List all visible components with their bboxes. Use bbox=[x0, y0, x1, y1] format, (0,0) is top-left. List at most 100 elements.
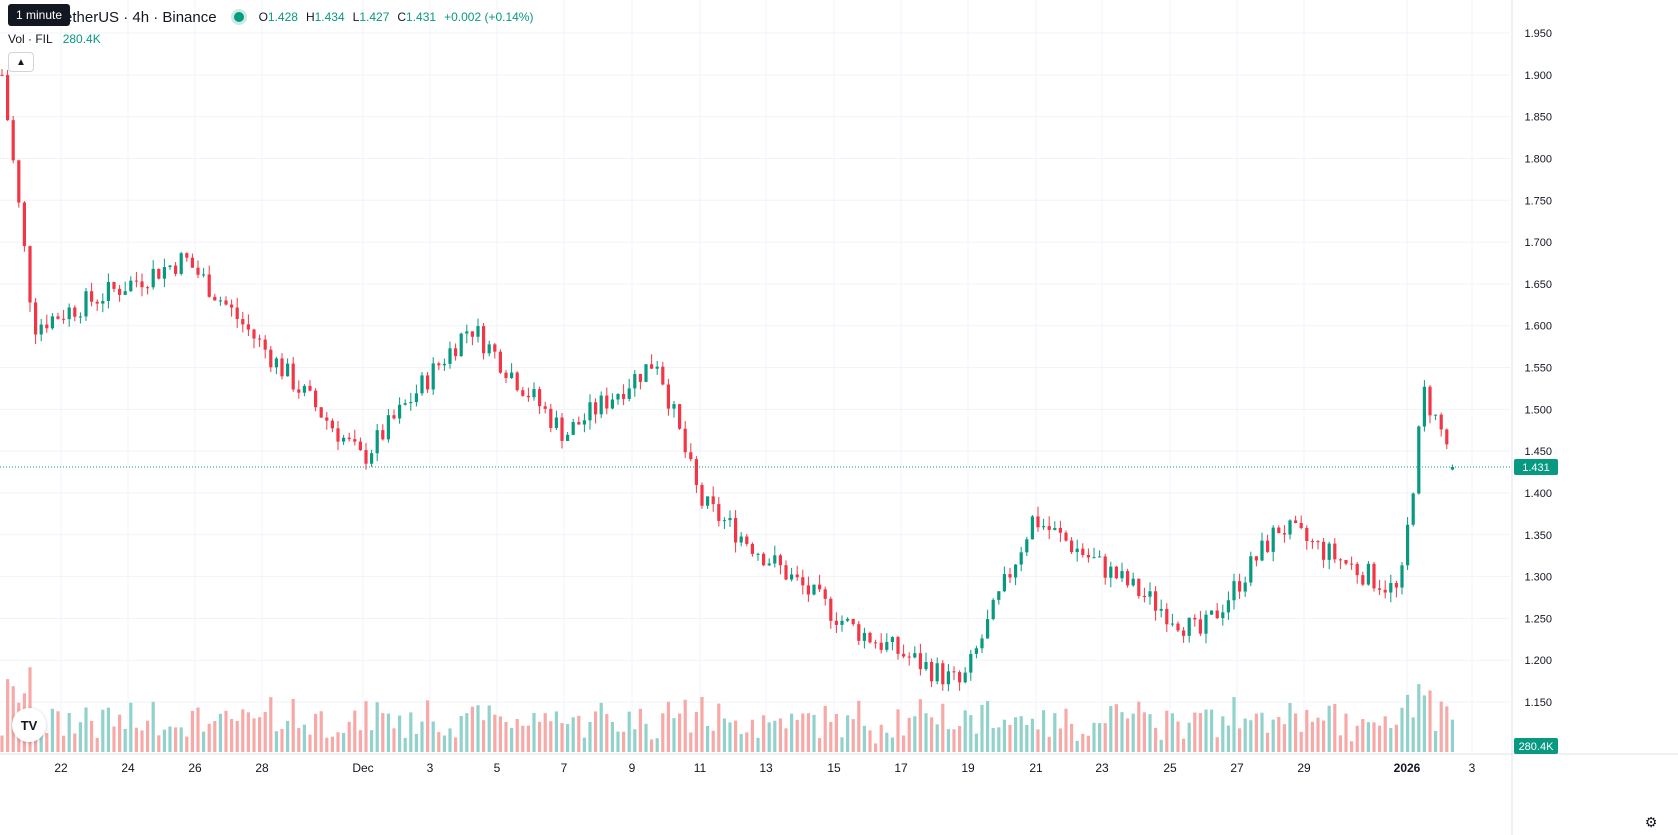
candle-body[interactable] bbox=[168, 265, 172, 267]
candle-body[interactable] bbox=[857, 624, 861, 641]
candle-body[interactable] bbox=[1266, 540, 1270, 552]
candle-body[interactable] bbox=[442, 363, 446, 366]
candle-body[interactable] bbox=[1316, 541, 1320, 543]
candle-body[interactable] bbox=[834, 620, 838, 625]
candle-body[interactable] bbox=[84, 291, 88, 317]
candle-body[interactable] bbox=[577, 422, 581, 425]
tradingview-logo-icon[interactable]: TV bbox=[12, 708, 46, 742]
candle-body[interactable] bbox=[599, 395, 603, 415]
candle-body[interactable] bbox=[330, 420, 334, 429]
candle-body[interactable] bbox=[1378, 588, 1382, 590]
candle-body[interactable] bbox=[711, 496, 715, 505]
candle-body[interactable] bbox=[246, 324, 250, 330]
candle-body[interactable] bbox=[739, 536, 743, 543]
candle-body[interactable] bbox=[280, 358, 284, 377]
candle-body[interactable] bbox=[946, 671, 950, 685]
candle-body[interactable] bbox=[683, 428, 687, 453]
candle-body[interactable] bbox=[325, 417, 329, 421]
candle-body[interactable] bbox=[918, 653, 922, 670]
candle-body[interactable] bbox=[358, 441, 362, 451]
candle-body[interactable] bbox=[1131, 578, 1135, 586]
candle-body[interactable] bbox=[319, 407, 323, 418]
candle-body[interactable] bbox=[342, 437, 346, 442]
candle-body[interactable] bbox=[594, 402, 598, 415]
candle-body[interactable] bbox=[62, 318, 66, 320]
candle-body[interactable] bbox=[151, 268, 155, 288]
candle-body[interactable] bbox=[375, 430, 379, 454]
candle-body[interactable] bbox=[364, 450, 368, 464]
candle-body[interactable] bbox=[661, 366, 665, 385]
candle-body[interactable] bbox=[554, 417, 558, 429]
candle-body[interactable] bbox=[1204, 614, 1208, 634]
candle-body[interactable] bbox=[515, 372, 519, 391]
candle-body[interactable] bbox=[790, 574, 794, 580]
candle-body[interactable] bbox=[179, 253, 183, 274]
candle-body[interactable] bbox=[1042, 526, 1046, 528]
candle-body[interactable] bbox=[353, 439, 357, 442]
candle-body[interactable] bbox=[50, 316, 54, 329]
candle-body[interactable] bbox=[588, 402, 592, 421]
candle-body[interactable] bbox=[879, 642, 883, 650]
candle-body[interactable] bbox=[1271, 527, 1275, 552]
candle-body[interactable] bbox=[840, 620, 844, 625]
candle-body[interactable] bbox=[1450, 467, 1454, 470]
candle-body[interactable] bbox=[874, 642, 878, 644]
candle-body[interactable] bbox=[140, 281, 144, 288]
candle-body[interactable] bbox=[347, 437, 351, 440]
candle-body[interactable] bbox=[756, 553, 760, 555]
candle-body[interactable] bbox=[437, 363, 441, 366]
candle-body[interactable] bbox=[190, 257, 194, 268]
candle-body[interactable] bbox=[622, 394, 626, 399]
candle-body[interactable] bbox=[778, 555, 782, 566]
collapse-legend-button[interactable]: ▲ bbox=[8, 52, 34, 72]
candle-body[interactable] bbox=[644, 364, 648, 382]
candle-body[interactable] bbox=[308, 385, 312, 391]
candle-body[interactable] bbox=[851, 618, 855, 625]
candle-body[interactable] bbox=[958, 672, 962, 683]
candle-body[interactable] bbox=[829, 598, 833, 621]
candle-body[interactable] bbox=[392, 415, 396, 419]
candle-body[interactable] bbox=[398, 404, 402, 419]
candle-body[interactable] bbox=[207, 274, 211, 297]
candle-body[interactable] bbox=[286, 363, 290, 377]
candle-body[interactable] bbox=[45, 324, 49, 329]
candle-body[interactable] bbox=[409, 402, 413, 404]
candle-body[interactable] bbox=[6, 75, 10, 121]
candle-body[interactable] bbox=[67, 307, 71, 320]
candle-body[interactable] bbox=[666, 384, 670, 409]
candle-body[interactable] bbox=[543, 406, 547, 409]
candle-body[interactable] bbox=[297, 389, 301, 393]
candle-body[interactable] bbox=[1350, 563, 1354, 565]
candle-body[interactable] bbox=[560, 417, 564, 441]
candle-body[interactable] bbox=[146, 287, 150, 289]
candle-body[interactable] bbox=[1030, 516, 1034, 540]
candle-body[interactable] bbox=[734, 517, 738, 543]
candle-body[interactable] bbox=[1394, 583, 1398, 588]
candle-body[interactable] bbox=[1064, 532, 1068, 541]
candle-body[interactable] bbox=[1109, 566, 1113, 578]
candle-body[interactable] bbox=[532, 389, 536, 398]
candle-body[interactable] bbox=[941, 663, 945, 685]
candle-body[interactable] bbox=[504, 372, 508, 379]
candle-body[interactable] bbox=[34, 302, 38, 335]
candle-body[interactable] bbox=[302, 385, 306, 393]
candle-body[interactable] bbox=[1249, 556, 1253, 583]
candle-body[interactable] bbox=[1114, 566, 1118, 579]
candle-body[interactable] bbox=[370, 453, 374, 464]
candle-body[interactable] bbox=[174, 265, 178, 274]
candle-body[interactable] bbox=[991, 599, 995, 620]
candle-body[interactable] bbox=[118, 288, 122, 295]
candle-body[interactable] bbox=[806, 585, 810, 595]
candle-body[interactable] bbox=[1232, 581, 1236, 601]
candle-body[interactable] bbox=[1086, 555, 1090, 558]
candle-body[interactable] bbox=[610, 399, 614, 409]
candle-body[interactable] bbox=[1154, 591, 1158, 611]
candle-body[interactable] bbox=[73, 307, 77, 317]
candle-body[interactable] bbox=[672, 404, 676, 409]
candle-body[interactable] bbox=[1305, 527, 1309, 542]
candle-body[interactable] bbox=[1333, 543, 1337, 560]
candle-body[interactable] bbox=[157, 268, 161, 279]
candle-body[interactable] bbox=[1366, 563, 1370, 585]
candle-body[interactable] bbox=[638, 373, 642, 382]
